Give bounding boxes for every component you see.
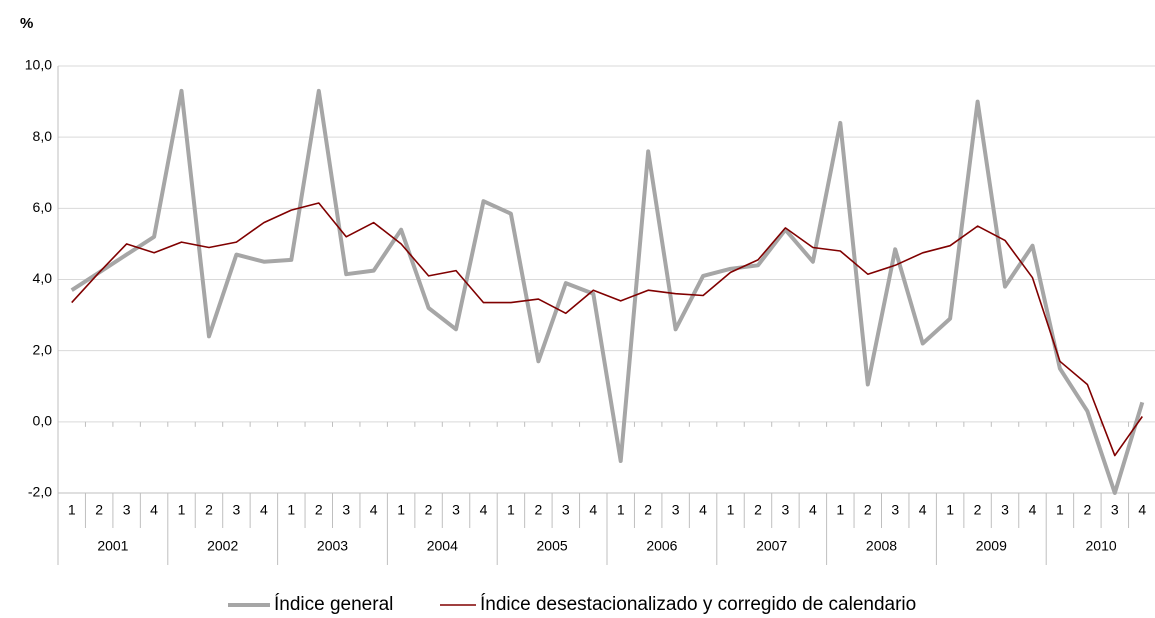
x-tick-label: 4	[260, 502, 268, 518]
group-label: 2001	[97, 538, 128, 554]
x-tick-label: 1	[287, 502, 295, 518]
x-tick-label: 1	[946, 502, 954, 518]
group-label: 2005	[537, 538, 568, 554]
x-tick-label: 1	[1056, 502, 1064, 518]
x-tick-label: 2	[974, 502, 982, 518]
x-tick-label: 4	[480, 502, 488, 518]
x-tick-label: 2	[315, 502, 323, 518]
y-tick-label: 6,0	[33, 199, 53, 215]
group-label: 2006	[646, 538, 677, 554]
y-tick-label: 4,0	[33, 270, 53, 286]
x-tick-label: 3	[562, 502, 570, 518]
x-tick-label: 4	[1029, 502, 1037, 518]
x-tick-label: 4	[919, 502, 927, 518]
x-tick-label: 3	[342, 502, 350, 518]
x-tick-label: 1	[178, 502, 186, 518]
x-tick-label: 3	[233, 502, 241, 518]
x-tick-label: 4	[150, 502, 158, 518]
x-tick-label: 4	[699, 502, 707, 518]
series-line	[70, 88, 1145, 495]
y-axis-label: %	[20, 15, 33, 32]
x-tick-label: 3	[123, 502, 131, 518]
x-tick-label: 1	[727, 502, 735, 518]
y-tick-label: 2,0	[33, 341, 53, 357]
group-label: 2008	[866, 538, 897, 554]
x-tick-label: 3	[782, 502, 790, 518]
group-label: 2009	[976, 538, 1007, 554]
group-label: 2002	[207, 538, 238, 554]
x-tick-label: 4	[370, 502, 378, 518]
x-tick-label: 1	[507, 502, 515, 518]
x-tick-label: 2	[425, 502, 433, 518]
x-tick-label: 1	[68, 502, 76, 518]
x-tick-label: 2	[95, 502, 103, 518]
x-tick-label: 2	[644, 502, 652, 518]
x-tick-label: 4	[1138, 502, 1146, 518]
x-tick-label: 3	[452, 502, 460, 518]
x-tick-label: 3	[1001, 502, 1009, 518]
x-tick-label: 2	[205, 502, 213, 518]
legend-label: Índice desestacionalizado y corregido de…	[480, 594, 916, 615]
x-tick-label: 4	[589, 502, 597, 518]
group-label: 2010	[1086, 538, 1117, 554]
x-tick-label: 3	[672, 502, 680, 518]
series-line	[71, 202, 1143, 457]
x-tick-label: 2	[754, 502, 762, 518]
y-tick-label: 8,0	[33, 128, 53, 144]
legend-label: Índice general	[274, 594, 393, 615]
group-label: 2004	[427, 538, 458, 554]
x-tick-label: 1	[836, 502, 844, 518]
x-tick-label: 3	[891, 502, 899, 518]
y-tick-label: -2,0	[28, 484, 52, 500]
x-tick-label: 4	[809, 502, 817, 518]
y-tick-label: 10,0	[25, 57, 52, 73]
x-tick-label: 2	[864, 502, 872, 518]
x-tick-label: 1	[617, 502, 625, 518]
x-tick-label: 1	[397, 502, 405, 518]
x-tick-label: 2	[1083, 502, 1091, 518]
y-tick-label: 0,0	[33, 413, 53, 429]
group-label: 2003	[317, 538, 348, 554]
group-label: 2007	[756, 538, 787, 554]
x-tick-label: 3	[1111, 502, 1119, 518]
x-tick-label: 2	[534, 502, 542, 518]
